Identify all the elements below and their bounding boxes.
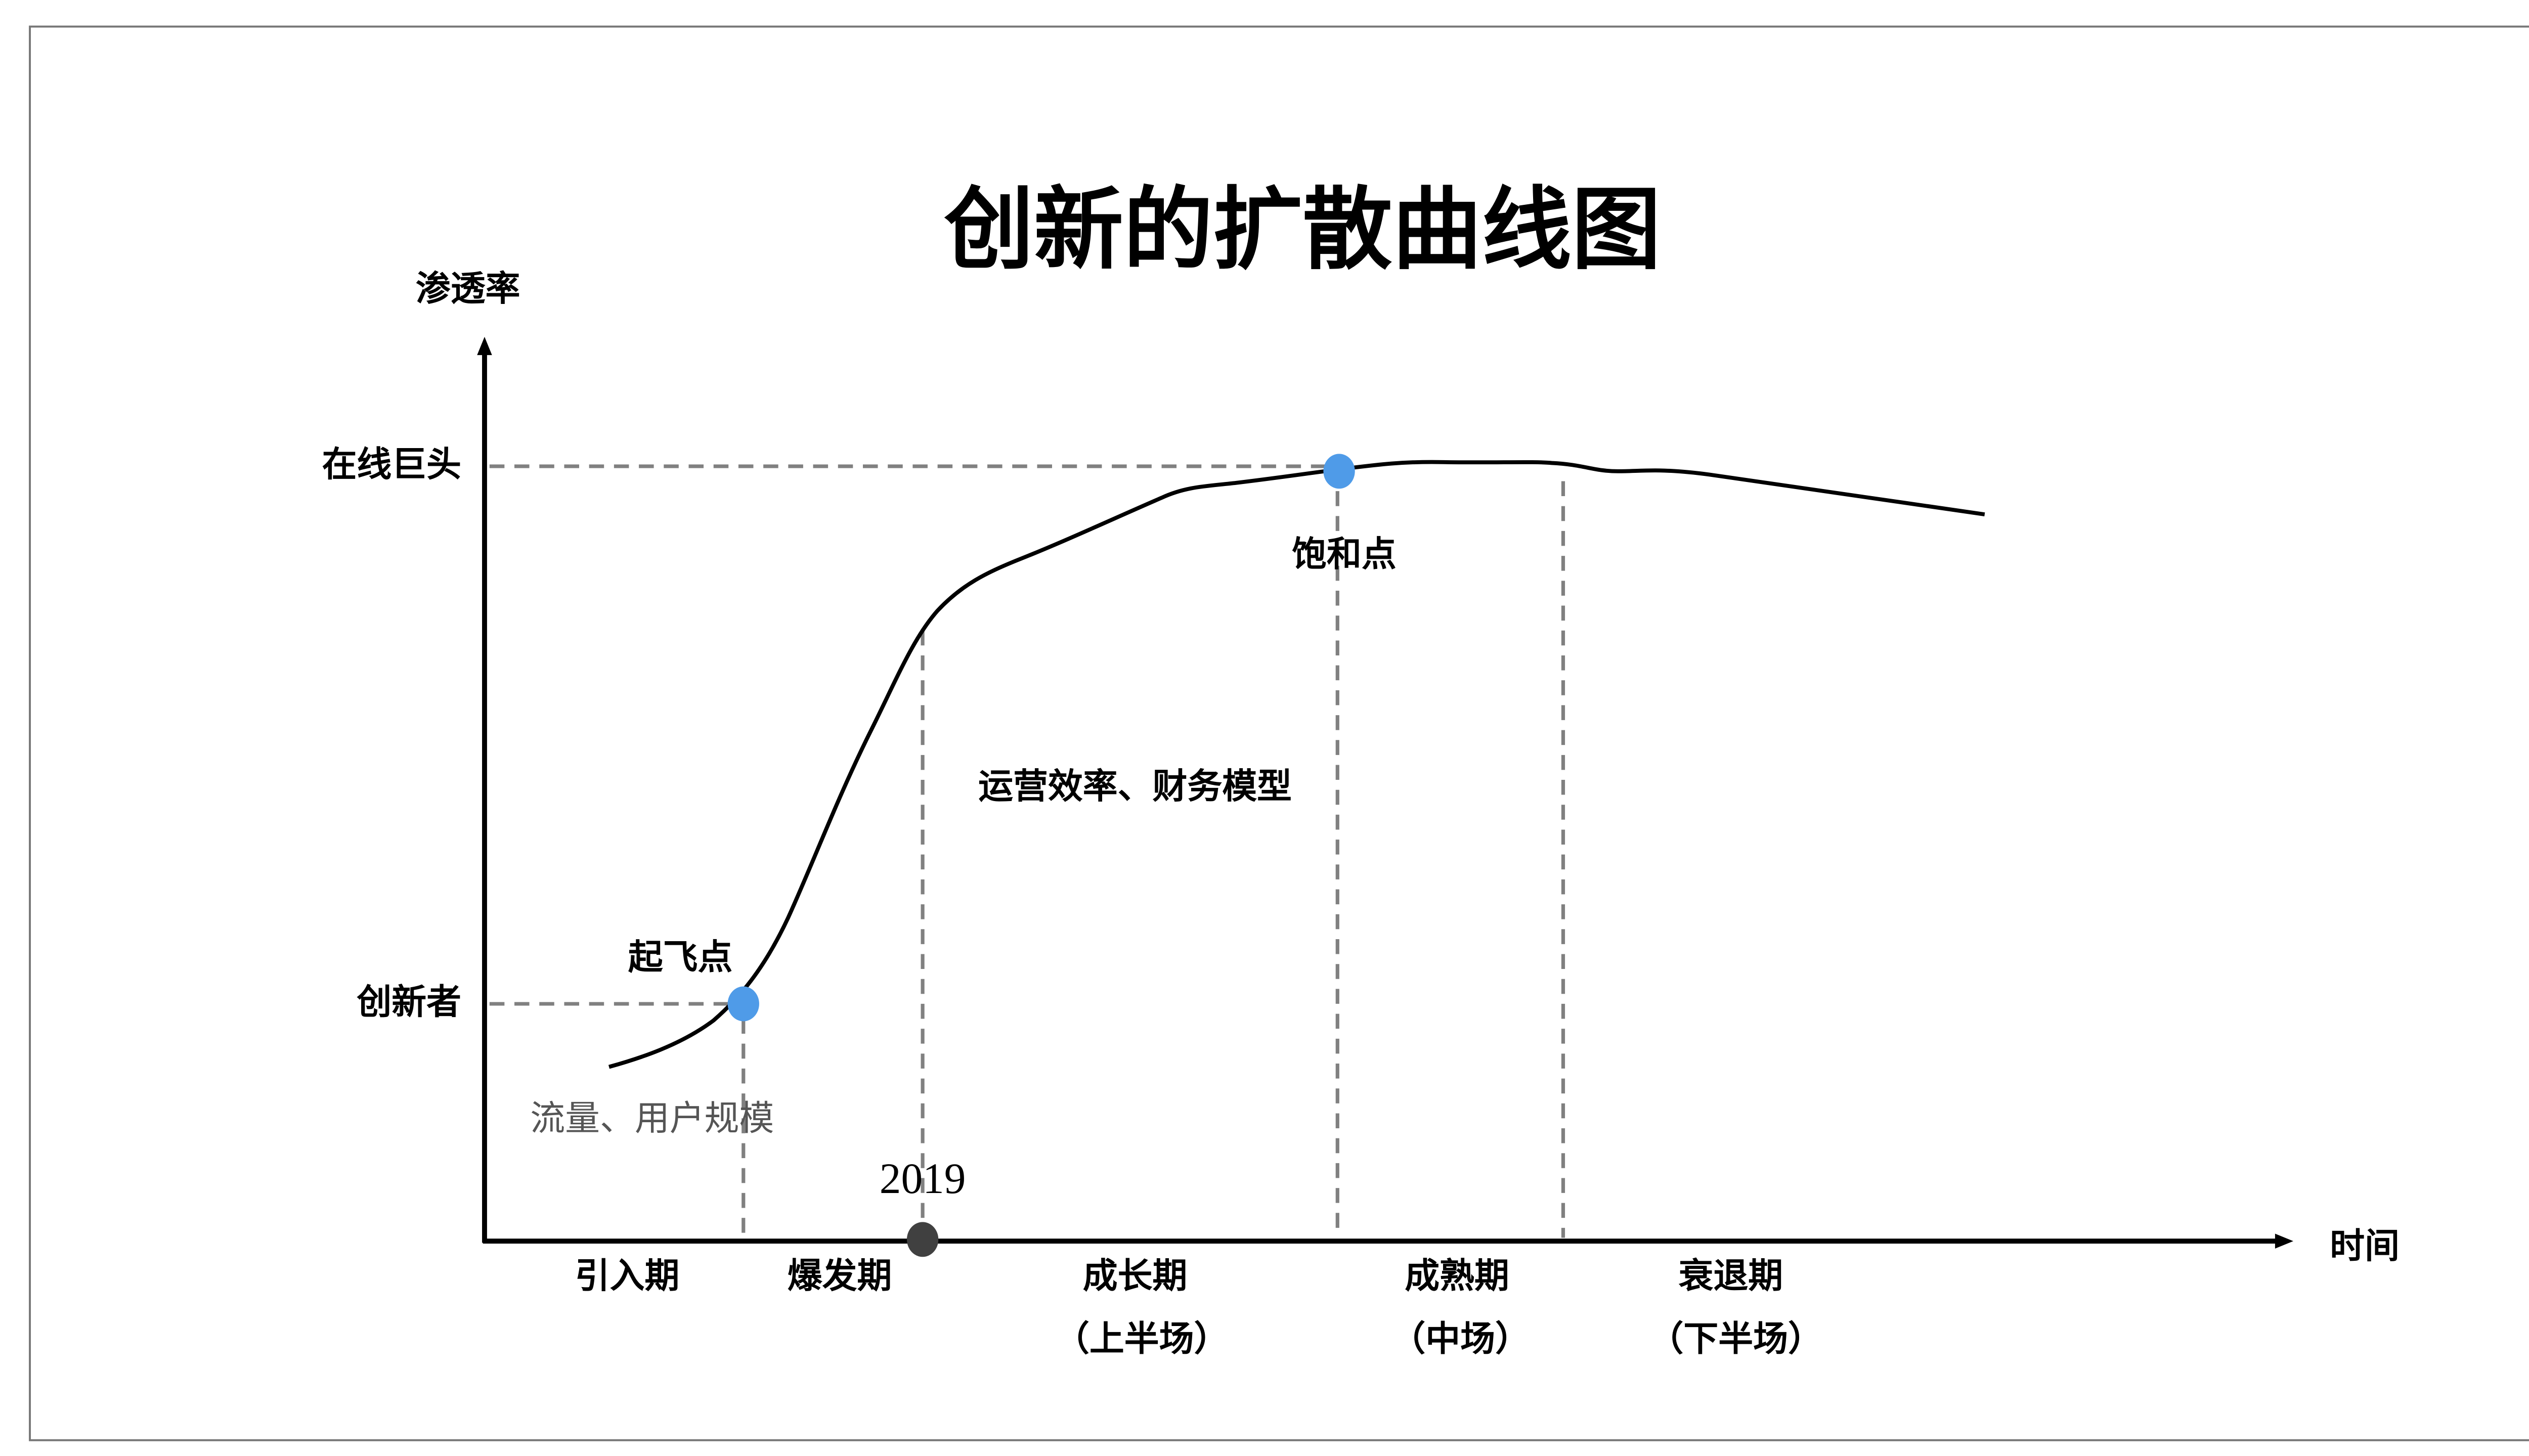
early-annotation: 流量、用户规模 xyxy=(530,1099,774,1137)
takeoff-label: 起飞点 xyxy=(628,938,733,977)
y-axis-label: 渗透率 xyxy=(416,270,520,308)
year-marker-point xyxy=(906,1222,939,1257)
stage-growth: 成长期 xyxy=(1083,1257,1188,1295)
takeoff-point xyxy=(727,986,759,1022)
x-axis-arrow-icon xyxy=(2275,1233,2294,1249)
stage-decline-sub: （下半场） xyxy=(1648,1320,1822,1358)
stage-introduction: 引入期 xyxy=(575,1257,680,1295)
y-level-innovator: 创新者 xyxy=(357,983,461,1022)
frame-border xyxy=(29,25,2529,1441)
x-axis-label: 时间 xyxy=(2330,1227,2400,1265)
saturation-label: 饱和点 xyxy=(1292,535,1397,573)
y-axis-arrow-icon xyxy=(477,337,492,356)
year-label: 2019 xyxy=(880,1155,966,1203)
stage-maturity-sub: （中场） xyxy=(1390,1320,1530,1358)
diffusion-curve xyxy=(608,460,1985,1069)
diagram-title: 创新的扩散曲线图 xyxy=(944,181,1661,280)
stage-maturity: 成熟期 xyxy=(1405,1257,1509,1295)
stage-decline: 衰退期 xyxy=(1679,1257,1783,1295)
y-level-top: 在线巨头 xyxy=(322,446,462,484)
saturation-point xyxy=(1323,454,1355,489)
growth-annotation: 运营效率、财务模型 xyxy=(978,767,1292,806)
stage-growth-sub: （上半场） xyxy=(1055,1320,1229,1358)
stage-explosion: 爆发期 xyxy=(788,1257,892,1295)
